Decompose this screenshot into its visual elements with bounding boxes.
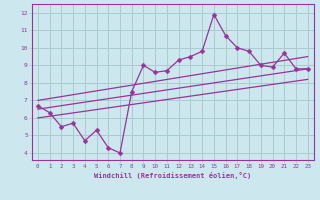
X-axis label: Windchill (Refroidissement éolien,°C): Windchill (Refroidissement éolien,°C): [94, 172, 252, 179]
